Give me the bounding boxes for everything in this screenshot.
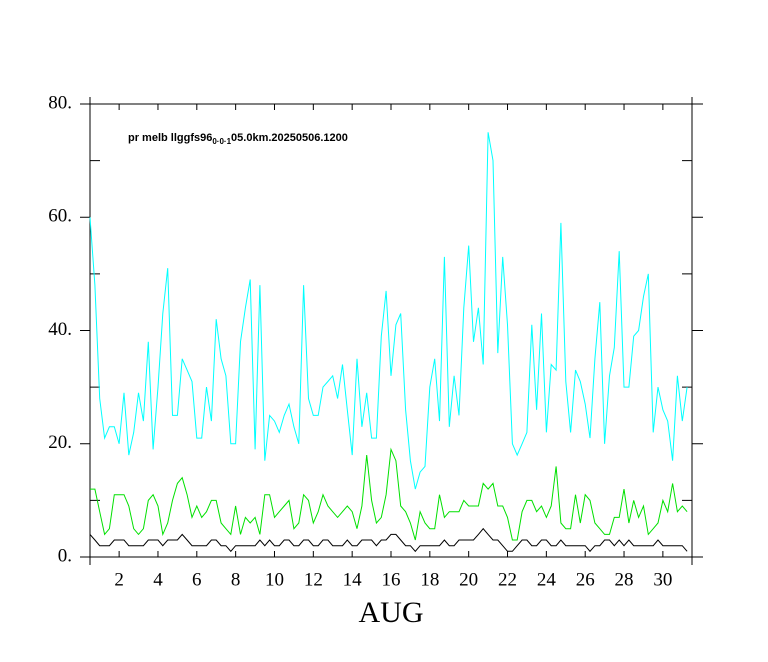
series-line bbox=[89, 527, 688, 553]
x-tick-label: 4 bbox=[153, 569, 163, 590]
x-tick-label: 14 bbox=[343, 569, 363, 590]
x-tick-label: 24 bbox=[537, 569, 557, 590]
y-tick-label: 20. bbox=[48, 432, 72, 453]
x-tick-label: 28 bbox=[615, 569, 634, 590]
x-tick-label: 20 bbox=[459, 569, 478, 590]
x-tick-label: 18 bbox=[420, 569, 439, 590]
x-tick-label: 2 bbox=[114, 569, 124, 590]
annotation-text: pr melb llggfs96 bbox=[128, 132, 212, 144]
annotation-suffix: 05.0km.20250506.1200 bbox=[231, 132, 348, 144]
y-tick-label: 60. bbox=[48, 206, 72, 227]
x-tick-label: 16 bbox=[382, 569, 401, 590]
y-tick-label: 80. bbox=[48, 92, 72, 113]
x-tick-label: 12 bbox=[304, 569, 323, 590]
y-tick-label: 0. bbox=[58, 545, 72, 566]
series-line bbox=[90, 447, 688, 541]
x-tick-label: 10 bbox=[265, 569, 284, 590]
plot-frame bbox=[89, 103, 693, 558]
x-tick-label: 22 bbox=[498, 569, 517, 590]
annotation: pr melb llggfs960·0·105.0km.20250506.120… bbox=[128, 132, 348, 146]
x-axis-label: AUG bbox=[359, 596, 424, 629]
annotation-subscript: 0·0·1 bbox=[212, 137, 231, 146]
x-tick-label: 8 bbox=[231, 569, 241, 590]
x-tick-label: 30 bbox=[653, 569, 672, 590]
series-line bbox=[89, 132, 688, 490]
x-tick-label: 26 bbox=[576, 569, 595, 590]
y-tick-label: 40. bbox=[48, 319, 72, 340]
x-tick-label: 6 bbox=[192, 569, 202, 590]
